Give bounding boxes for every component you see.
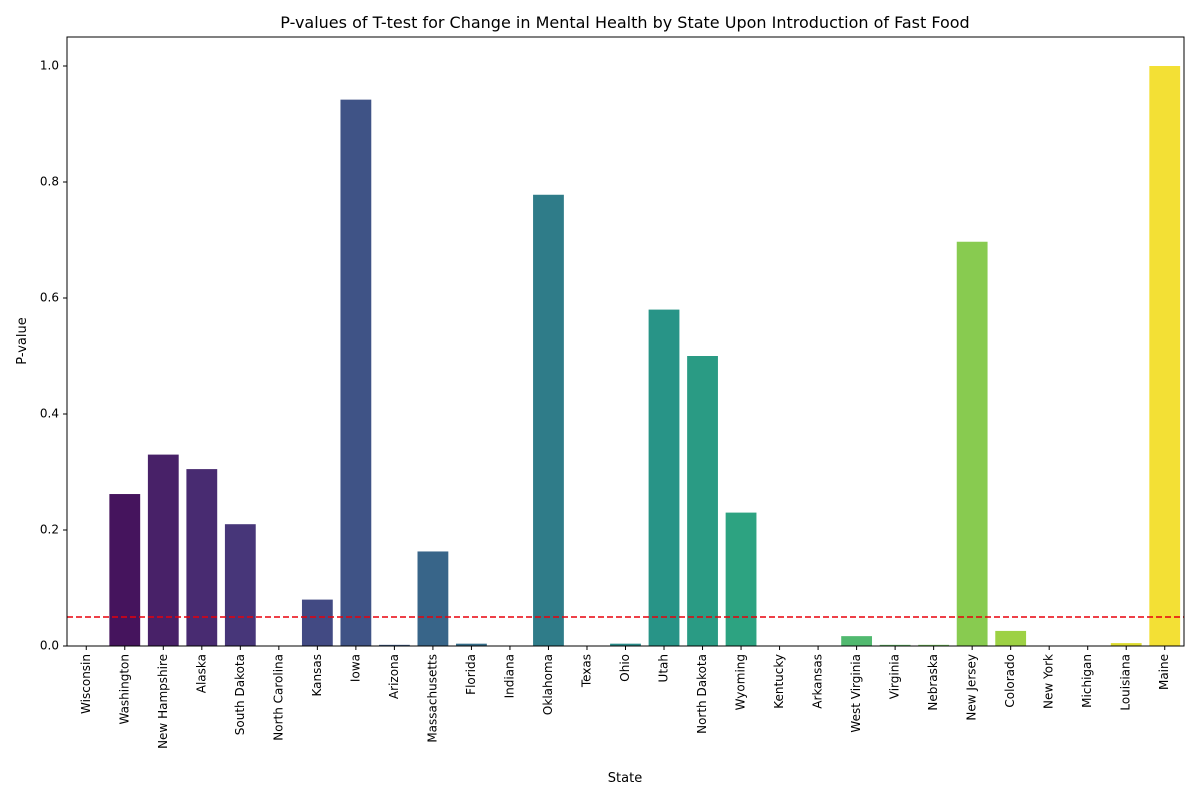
x-tick-label: Nebraska	[926, 654, 940, 711]
y-tick-label: 0.4	[40, 407, 59, 421]
bar-new-jersey	[956, 241, 988, 647]
x-tick-label: Texas	[579, 654, 593, 688]
x-tick-label: Arkansas	[811, 654, 825, 709]
x-axis: Wisconsin Washington New Hampshire Alaska So…	[79, 646, 1171, 749]
x-tick-label: Ohio	[618, 654, 632, 682]
y-tick-label: 0.8	[40, 175, 59, 189]
x-axis-title: State	[608, 771, 642, 786]
x-tick-label: Wisconsin	[79, 654, 93, 714]
bar-kansas	[301, 599, 333, 646]
x-tick-label: North Carolina	[271, 654, 285, 741]
x-tick-label: New Jersey	[965, 654, 979, 721]
x-tick-label: Massachusetts	[425, 654, 439, 743]
bar-florida	[456, 643, 487, 646]
x-tick-label: Washington	[117, 654, 131, 725]
x-tick-label: New York	[1042, 654, 1056, 709]
x-tick-label: Alaska	[194, 654, 208, 693]
bar-south-dakota	[224, 524, 256, 646]
x-tick-label: Oklahoma	[541, 654, 555, 715]
x-tick-label: Arizona	[387, 654, 401, 699]
bar-alaska	[186, 469, 218, 646]
x-tick-label: Wyoming	[734, 654, 748, 710]
bar-massachusetts	[417, 551, 449, 646]
bar-iowa	[340, 99, 372, 646]
bar-wyoming	[725, 512, 757, 646]
bar-north-dakota	[687, 356, 718, 646]
bars-layer	[109, 66, 1181, 647]
x-tick-label: West Virginia	[849, 654, 863, 733]
bar-washington	[109, 494, 141, 646]
x-tick-label: South Dakota	[233, 654, 247, 735]
bar-ohio	[610, 643, 641, 646]
x-tick-label: Michigan	[1080, 654, 1094, 708]
x-tick-label: Louisiana	[1119, 654, 1133, 711]
bar-arizona	[378, 644, 410, 646]
x-tick-label: Iowa	[348, 654, 362, 682]
x-tick-label: Utah	[657, 654, 671, 682]
y-axis-title: P-value	[15, 317, 30, 364]
x-tick-label: New Hampshire	[156, 654, 170, 749]
bar-colorado	[995, 630, 1027, 646]
bar-new-hampshire	[147, 454, 179, 646]
bar-louisiana	[1110, 643, 1142, 646]
y-tick-label: 0.0	[40, 639, 59, 653]
bar-west-virginia	[841, 636, 873, 646]
y-tick-label: 0.2	[40, 523, 59, 537]
y-tick-label: 0.6	[40, 291, 59, 305]
chart-title: P-values of T-test for Change in Mental …	[280, 13, 969, 32]
x-tick-label: Florida	[464, 654, 478, 695]
x-tick-label: Indiana	[502, 654, 516, 698]
x-tick-label: North Dakota	[695, 654, 709, 734]
x-tick-label: Maine	[1157, 654, 1171, 690]
x-tick-label: Kansas	[310, 654, 324, 696]
x-tick-label: Virginia	[888, 654, 902, 699]
bar-virginia	[879, 644, 911, 646]
x-tick-label: Colorado	[1003, 654, 1017, 708]
bar-utah	[648, 309, 680, 646]
bar-oklahoma	[533, 194, 564, 646]
bar-nebraska	[918, 644, 950, 646]
y-axis: 0.0 0.2 0.4 0.6 0.8 1.0	[40, 59, 67, 653]
bar-maine	[1149, 66, 1181, 646]
y-tick-label: 1.0	[40, 59, 59, 73]
x-tick-label: Kentucky	[772, 654, 786, 709]
